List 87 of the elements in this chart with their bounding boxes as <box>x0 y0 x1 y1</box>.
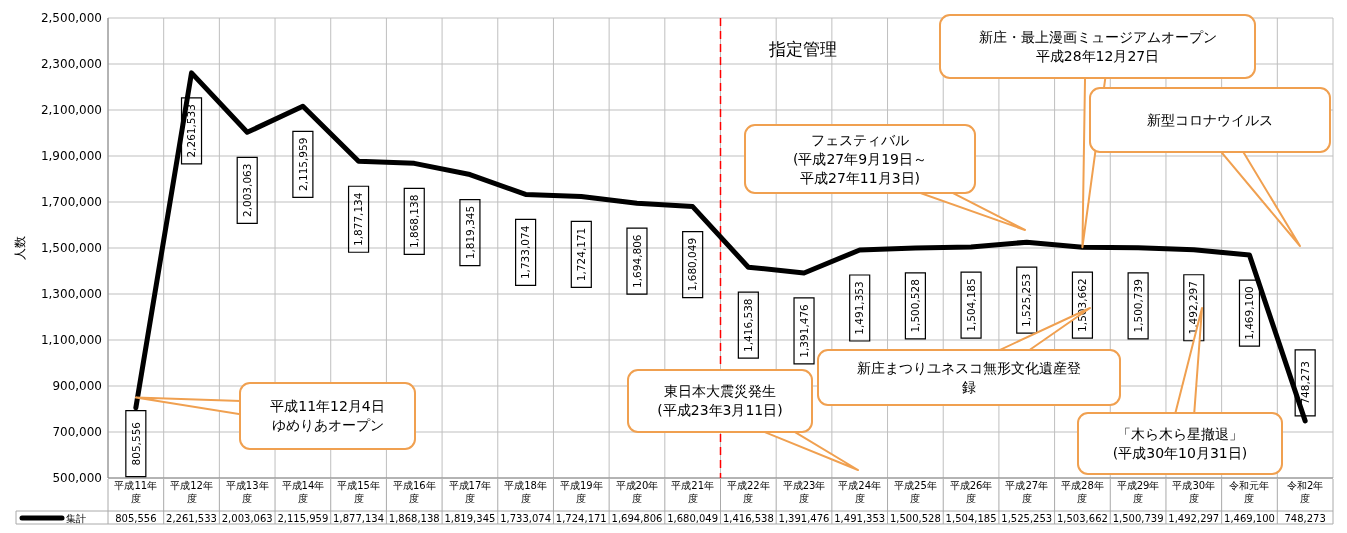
data-label: 1,491,353 <box>834 512 886 524</box>
data-label: 1,868,138 <box>388 512 440 524</box>
text: 1,416,538 <box>742 298 755 352</box>
data-label: 1,469,100 <box>1224 512 1275 524</box>
x-tick-label: 令和元年度 <box>1229 480 1270 504</box>
y-tick-label: 900,000 <box>52 379 102 394</box>
x-tick-label: 平成25年度 <box>894 480 937 504</box>
y-tick-label: 2,300,000 <box>40 57 102 72</box>
x-tick-label: 平成26年度 <box>949 480 993 504</box>
text: 1,525,253 <box>1020 273 1033 327</box>
data-label: 2,115,959 <box>277 512 329 524</box>
text: 1,819,345 <box>463 205 476 260</box>
data-label: 1,877,134 <box>333 512 385 524</box>
annotation: 新庄・最上漫画ミュージアムオープン平成28年12月27日 <box>978 28 1217 64</box>
text: 805,556 <box>129 422 142 466</box>
x-tick-label: 平成24年度 <box>838 480 882 504</box>
x-tick-label: 平成17年度 <box>448 480 492 504</box>
text: 748,273 <box>1298 361 1311 405</box>
annotation: フェスティバル(平成27年9月19日～平成27年11月3日) <box>793 131 927 186</box>
x-tick-label: 平成20年度 <box>615 480 659 504</box>
annotation: 東日本大震災発生(平成23年3月11日) <box>657 383 783 419</box>
data-label: 748,273 <box>1284 512 1326 524</box>
x-tick-label: 平成12年度 <box>170 480 213 504</box>
text: 1,694,806 <box>630 234 643 288</box>
text: 1,733,074 <box>519 225 532 280</box>
text: 1,491,353 <box>853 281 866 335</box>
data-label: 805,556 <box>115 512 157 524</box>
text: 2,115,959 <box>296 137 309 192</box>
x-tick-label: 平成13年度 <box>225 480 269 504</box>
annotation: 新型コロナウイルス <box>1147 111 1273 128</box>
text: 1,500,528 <box>909 279 922 333</box>
x-tick-label: 平成23年度 <box>782 480 826 504</box>
y-tick-label: 1,700,000 <box>40 195 102 210</box>
y-tick-label: 1,300,000 <box>40 287 102 302</box>
data-label: 1,733,074 <box>500 512 552 524</box>
text: 1,868,138 <box>407 194 420 249</box>
data-label: 2,003,063 <box>221 512 273 524</box>
data-label: 1,694,806 <box>611 512 663 524</box>
data-label: 1,500,528 <box>889 512 941 524</box>
text: 1,391,476 <box>797 304 810 358</box>
text: 1,500,739 <box>1131 279 1144 333</box>
text: 1,503,662 <box>1076 278 1089 332</box>
text: 2,003,063 <box>240 163 253 218</box>
x-tick-label: 平成29年度 <box>1116 480 1160 504</box>
x-tick-label: 平成14年度 <box>281 480 325 504</box>
text: 1,877,134 <box>352 192 365 246</box>
data-label: 1,416,538 <box>722 512 774 524</box>
x-tick-label: 平成21年度 <box>671 480 715 504</box>
x-tick-label: 平成30年度 <box>1172 480 1216 504</box>
x-tick-label: 令和2年度 <box>1286 480 1324 504</box>
text: 2,261,533 <box>185 104 198 158</box>
data-label: 2,261,533 <box>166 512 217 524</box>
data-label: 1,819,345 <box>444 512 496 524</box>
data-label: 1,525,253 <box>1001 512 1053 524</box>
ref-line-label: 指定管理 <box>767 38 837 59</box>
x-tick-label: 平成27年度 <box>1005 480 1049 504</box>
annotation: 平成11年12月4日ゆめりあオープン <box>270 398 385 434</box>
data-label: 1,724,171 <box>555 512 607 524</box>
text: 1,724,171 <box>574 227 587 282</box>
x-tick-label: 平成11年度 <box>114 480 158 504</box>
x-tick-label: 平成28年度 <box>1061 480 1104 504</box>
y-axis-title: 人数 <box>13 236 27 260</box>
y-tick-label: 2,500,000 <box>40 11 102 26</box>
x-tick-label: 平成16年度 <box>392 480 436 504</box>
data-label: 1,500,739 <box>1112 512 1164 524</box>
x-tick-label: 平成19年度 <box>559 480 603 504</box>
x-tick-label: 平成18年度 <box>504 480 547 504</box>
text: 1,469,100 <box>1243 286 1256 340</box>
legend-label: 集計 <box>66 512 86 524</box>
x-tick-label: 平成22年度 <box>726 480 770 504</box>
annotation: 「木ら木ら星撤退」(平成30年10月31日) <box>1112 425 1248 461</box>
text: 1,504,185 <box>964 278 977 332</box>
data-label: 1,391,476 <box>778 512 830 524</box>
data-label: 1,503,662 <box>1056 512 1108 524</box>
y-tick-label: 1,500,000 <box>40 241 102 256</box>
annotation: 新庄まつりユネスコ無形文化遺産登録 <box>857 359 1081 395</box>
data-label: 1,492,297 <box>1168 512 1220 524</box>
y-tick-label: 1,100,000 <box>40 333 102 348</box>
x-tick-label: 平成15年度 <box>337 480 380 504</box>
data-label: 1,504,185 <box>945 512 997 524</box>
y-tick-label: 500,000 <box>52 471 102 486</box>
text: 1,492,297 <box>1187 281 1200 335</box>
y-tick-label: 2,100,000 <box>40 103 102 118</box>
y-tick-label: 1,900,000 <box>40 149 102 164</box>
text: 1,680,049 <box>686 237 699 292</box>
y-tick-label: 700,000 <box>52 425 102 440</box>
data-label: 1,680,049 <box>667 512 719 524</box>
